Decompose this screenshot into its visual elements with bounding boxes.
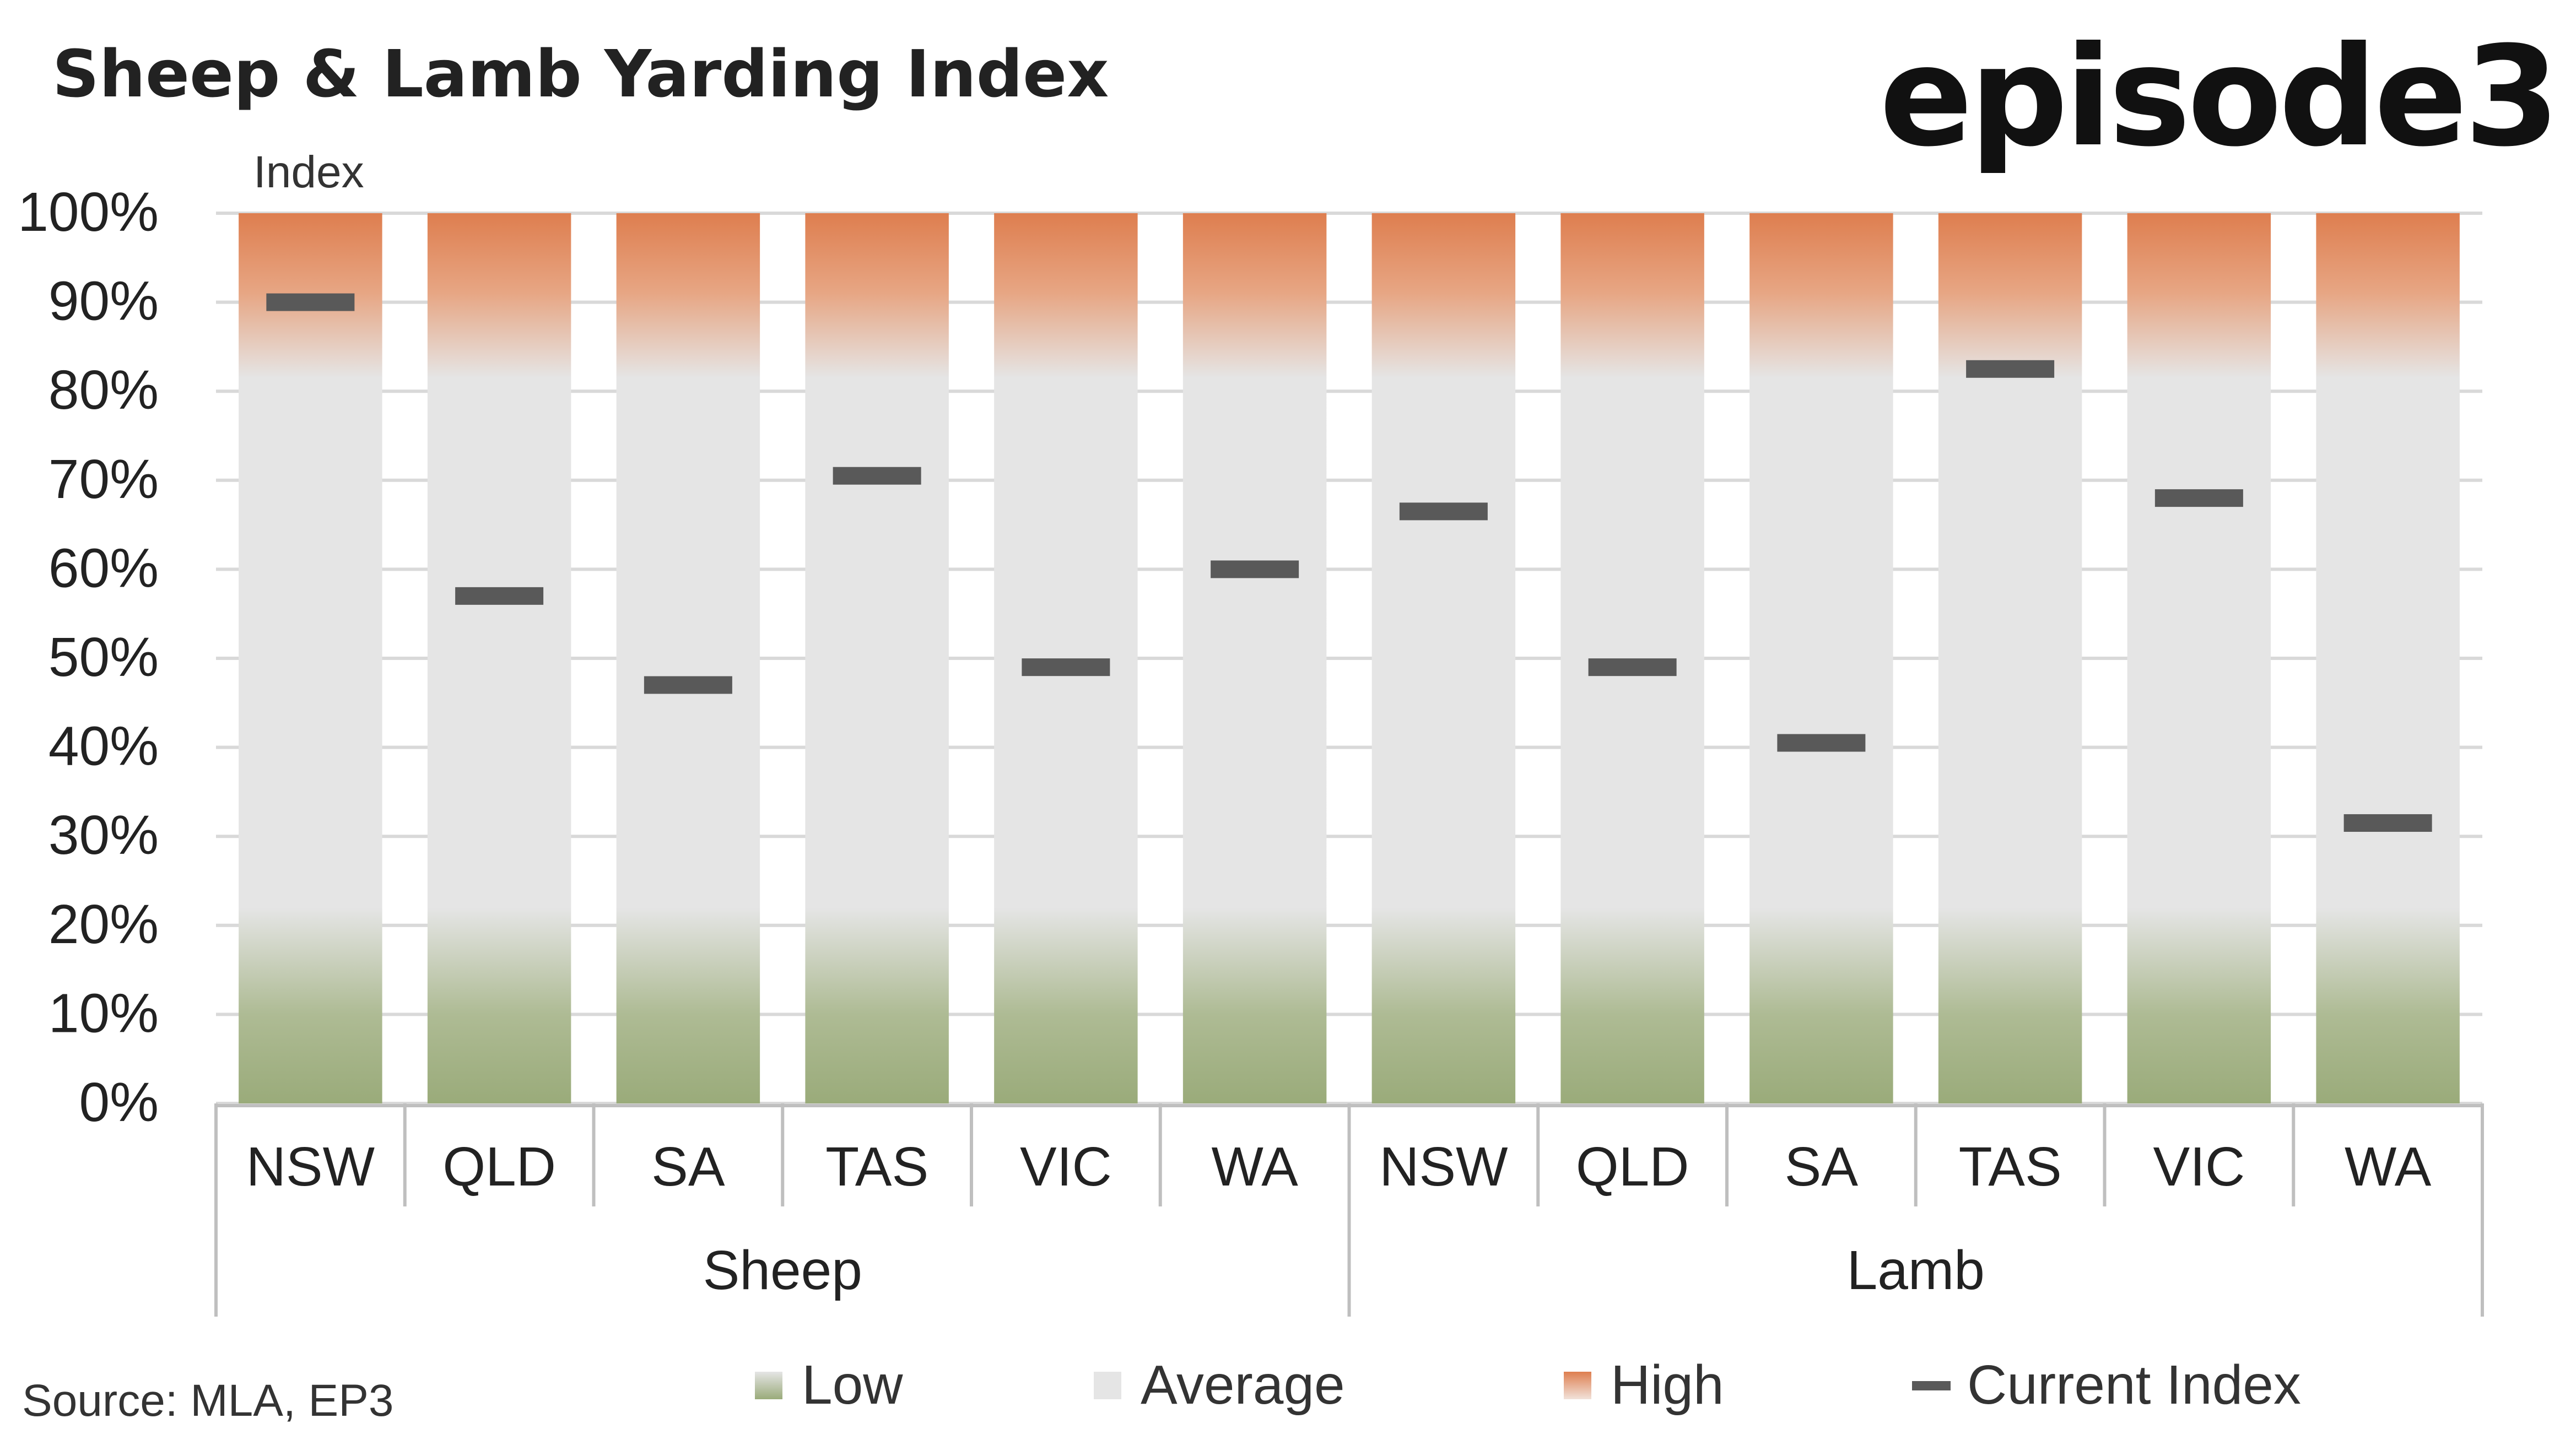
legend-high-label: High xyxy=(1611,1354,1724,1416)
x-tick-label: WA xyxy=(2345,1136,2432,1198)
y-tick-label: 20% xyxy=(48,894,159,955)
gridlines xyxy=(216,212,2482,1105)
range-bar xyxy=(1749,213,1893,1103)
x-tick-label: WA xyxy=(1211,1136,1298,1198)
y-tick-label: 70% xyxy=(48,448,159,510)
y-axis-label: Index xyxy=(253,147,364,197)
range-bar xyxy=(994,213,1138,1103)
legend-low-swatch xyxy=(755,1372,782,1399)
y-axis-ticks: 0% 10% 20% 30% 40% 50% 60% 70% 80% 90% 100% xyxy=(18,181,159,1133)
range-bar xyxy=(2127,213,2271,1103)
x-tick-label: NSW xyxy=(1379,1136,1508,1198)
y-tick-label: 60% xyxy=(48,537,159,599)
x-tick-label: QLD xyxy=(442,1136,556,1198)
y-tick-label: 40% xyxy=(48,716,159,777)
x-tick-label: TAS xyxy=(1959,1136,2062,1198)
x-axis: NSW QLD SA TAS VIC WA NSW QLD SA TAS VIC WA Sheep Lam… xyxy=(214,1103,2484,1317)
y-tick-label: 0% xyxy=(79,1071,159,1133)
x-group-label: Lamb xyxy=(1847,1239,1985,1301)
current-index-marker xyxy=(1022,658,1110,676)
x-tick-label: VIC xyxy=(1020,1136,1112,1198)
range-bar xyxy=(805,213,949,1103)
source-note: Source: MLA, EP3 xyxy=(22,1376,394,1426)
current-index-markers xyxy=(266,293,2432,832)
y-tick-label: 50% xyxy=(48,626,159,688)
current-index-marker xyxy=(1588,658,1677,676)
x-tick-label: QLD xyxy=(1576,1136,1689,1198)
legend-average-label: Average xyxy=(1141,1354,1345,1416)
brand-logo: episode3 xyxy=(1880,17,2557,177)
current-index-marker xyxy=(1399,502,1488,521)
x-tick-label: TAS xyxy=(825,1136,928,1198)
legend-low-label: Low xyxy=(802,1354,903,1416)
legend-current-index-swatch xyxy=(1912,1381,1951,1390)
x-tick-label: VIC xyxy=(2153,1136,2245,1198)
range-bar xyxy=(2316,213,2460,1103)
current-index-marker xyxy=(455,587,544,605)
current-index-marker xyxy=(2343,814,2432,832)
range-bar xyxy=(1371,213,1516,1103)
current-index-marker xyxy=(1966,360,2055,378)
legend: Low Average High Current Index xyxy=(755,1354,2301,1416)
current-index-marker xyxy=(266,293,355,311)
current-index-marker xyxy=(644,676,732,694)
y-tick-label: 80% xyxy=(48,359,159,421)
current-index-marker xyxy=(2154,489,2243,507)
y-tick-label: 30% xyxy=(48,804,159,866)
range-bar xyxy=(1182,213,1327,1103)
legend-high-swatch xyxy=(1564,1372,1591,1399)
x-tick-label: NSW xyxy=(246,1136,375,1198)
range-bars xyxy=(239,213,2460,1103)
x-tick-label: SA xyxy=(1785,1136,1859,1198)
range-bar xyxy=(1938,213,2082,1103)
current-index-marker xyxy=(1211,560,1299,578)
x-tick-label: SA xyxy=(651,1136,725,1198)
legend-average-swatch xyxy=(1094,1372,1121,1399)
chart-title: Sheep & Lamb Yarding Index xyxy=(52,36,1109,112)
range-bar xyxy=(239,213,382,1103)
y-tick-label: 100% xyxy=(18,181,159,243)
legend-current-index-label: Current Index xyxy=(1967,1354,2301,1416)
y-tick-label: 90% xyxy=(48,270,159,332)
current-index-marker xyxy=(833,467,921,485)
x-group-label: Sheep xyxy=(703,1239,862,1301)
range-bar xyxy=(616,213,760,1103)
current-index-marker xyxy=(1777,734,1866,752)
y-tick-label: 10% xyxy=(48,982,159,1044)
range-bar xyxy=(427,213,571,1103)
range-bar xyxy=(1560,213,1704,1103)
